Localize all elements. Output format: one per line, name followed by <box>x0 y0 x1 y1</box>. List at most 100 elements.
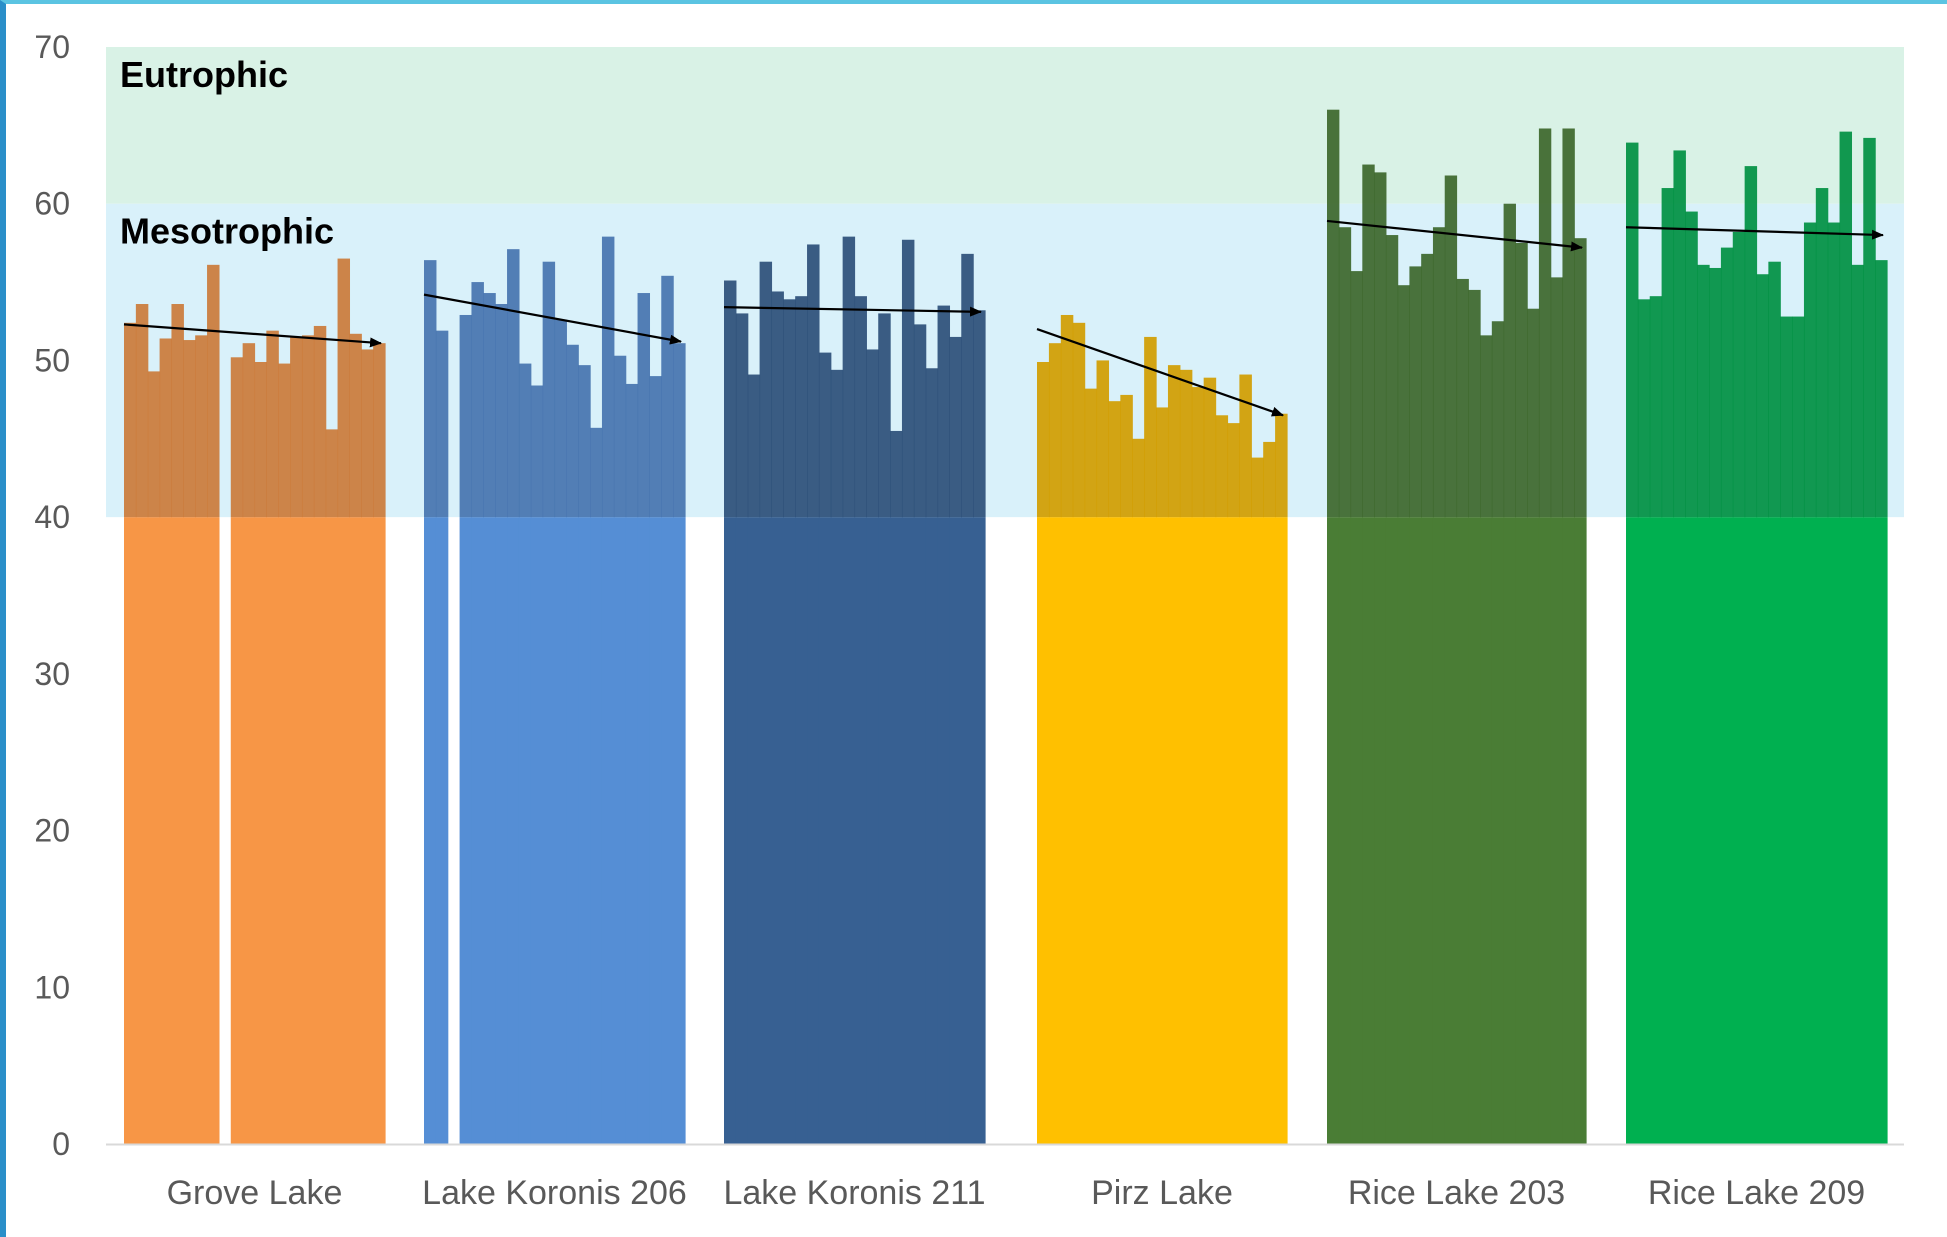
bar-pirz-lake-3 <box>1060 314 1074 1144</box>
bar-lower-segment <box>578 517 591 1144</box>
bar-grove-lake-15 <box>290 336 303 1144</box>
bar-pirz-lake-12 <box>1167 365 1181 1144</box>
bar-lower-segment <box>325 517 339 1144</box>
y-tick-label: 0 <box>52 1126 70 1162</box>
bar-lower-segment <box>337 517 351 1144</box>
bar-upper-segment <box>1084 388 1098 518</box>
bar-lower-segment <box>613 517 627 1144</box>
bar-upper-segment <box>325 429 339 518</box>
y-tick-label: 50 <box>34 342 70 378</box>
bar-lower-segment <box>507 517 520 1144</box>
bar-lower-segment <box>1409 517 1422 1144</box>
bar-grove-lake-10 <box>230 357 244 1144</box>
bar-upper-segment <box>1803 222 1817 518</box>
bar-upper-segment <box>1167 365 1181 518</box>
bar-lower-segment <box>1397 517 1411 1144</box>
bar-upper-segment <box>807 244 820 518</box>
bar-lower-segment <box>1527 517 1540 1144</box>
bar-lower-segment <box>1538 517 1552 1144</box>
bar-lower-segment <box>1432 517 1446 1144</box>
bar-grove-lake-7 <box>195 335 208 1144</box>
bar-upper-segment <box>735 313 749 518</box>
bar-lower-segment <box>1673 517 1686 1144</box>
bar-lower-segment <box>1350 517 1363 1144</box>
bar-upper-segment <box>747 374 761 518</box>
bar-lake-koronis-206-20 <box>649 376 662 1144</box>
bar-upper-segment <box>495 304 508 518</box>
bar-lower-segment <box>1203 517 1217 1144</box>
bar-upper-segment <box>1144 336 1157 518</box>
bar-lower-segment <box>195 517 208 1144</box>
bar-lower-segment <box>901 517 915 1144</box>
bar-upper-segment <box>1768 261 1781 518</box>
bar-upper-segment <box>842 236 856 518</box>
bar-upper-segment <box>1191 387 1205 518</box>
bar-upper-segment <box>1815 188 1829 518</box>
bar-upper-segment <box>925 368 939 518</box>
bar-lower-segment <box>673 517 686 1144</box>
bar-upper-segment <box>349 333 362 518</box>
bar-lower-segment <box>495 517 508 1144</box>
bar-upper-segment <box>1827 222 1841 518</box>
bar-upper-segment <box>795 296 808 518</box>
trend-arrow-3 <box>723 306 982 317</box>
bar-rice-lake-203-10 <box>1432 227 1446 1144</box>
bar-lake-koronis-211-17 <box>913 324 927 1144</box>
bar-upper-segment <box>649 376 662 518</box>
bar-lower-segment <box>183 517 196 1144</box>
bar-lower-segment <box>542 517 556 1144</box>
bar-lake-koronis-211-2 <box>735 313 749 1144</box>
bar-lower-segment <box>1839 517 1853 1144</box>
bar-lower-segment <box>601 517 615 1144</box>
bar-lake-koronis-211-6 <box>783 299 796 1144</box>
bar-lower-segment <box>266 517 279 1144</box>
bar-upper-segment <box>542 261 556 518</box>
bar-lower-segment <box>459 517 473 1144</box>
bar-lower-segment <box>373 517 386 1144</box>
bar-lake-koronis-211-20 <box>949 336 962 1144</box>
bar-lower-segment <box>1144 517 1157 1144</box>
bar-upper-segment <box>818 352 832 518</box>
bar-upper-segment <box>973 310 986 518</box>
bar-upper-segment <box>435 330 449 518</box>
bar-lake-koronis-206-14 <box>578 365 591 1144</box>
bar-upper-segment <box>578 365 591 518</box>
bar-lower-segment <box>1792 517 1805 1144</box>
bar-lower-segment <box>724 517 737 1144</box>
y-tick-label: 60 <box>34 186 70 222</box>
bar-upper-segment <box>890 430 903 518</box>
bar-lake-koronis-211-1 <box>724 280 737 1144</box>
bar-lower-segment <box>973 517 986 1144</box>
bar-rice-lake-203-22 <box>1574 238 1587 1144</box>
bar-upper-segment <box>1251 457 1264 518</box>
eutrophic-band <box>106 47 1904 204</box>
x-category-label: Grove Lake <box>167 1174 343 1212</box>
bar-upper-segment <box>424 260 437 518</box>
bar-lake-koronis-206-4 <box>459 314 473 1144</box>
bar-lower-segment <box>747 517 761 1144</box>
band-layer <box>106 47 1904 518</box>
bar-upper-segment <box>1685 211 1698 518</box>
bar-lower-segment <box>1084 517 1098 1144</box>
bar-grove-lake-13 <box>266 330 279 1144</box>
bar-upper-segment <box>937 305 951 518</box>
bar-grove-lake-6 <box>183 340 196 1144</box>
bar-upper-segment <box>1863 137 1876 518</box>
bar-upper-segment <box>1432 227 1446 518</box>
bar-lower-segment <box>207 517 220 1144</box>
bar-lake-koronis-206-11 <box>542 261 556 1144</box>
trend-arrow-1 <box>123 323 382 348</box>
bar-lower-segment <box>1562 517 1575 1144</box>
bar-rice-lake-203-2 <box>1338 227 1352 1144</box>
bar-rice-lake-209-6 <box>1685 211 1698 1144</box>
bar-rice-lake-203-3 <box>1350 271 1363 1144</box>
bar-lake-koronis-211-13 <box>866 349 879 1144</box>
bar-rice-lake-203-12 <box>1456 278 1469 1144</box>
bar-lower-segment <box>735 517 749 1144</box>
bar-upper-segment <box>1503 203 1516 518</box>
trend-arrow-5 <box>1326 219 1583 252</box>
bar-upper-segment <box>661 275 674 518</box>
bar-lower-segment <box>147 517 161 1144</box>
bar-rice-lake-209-9 <box>1720 247 1734 1144</box>
bar-upper-segment <box>1792 316 1805 518</box>
